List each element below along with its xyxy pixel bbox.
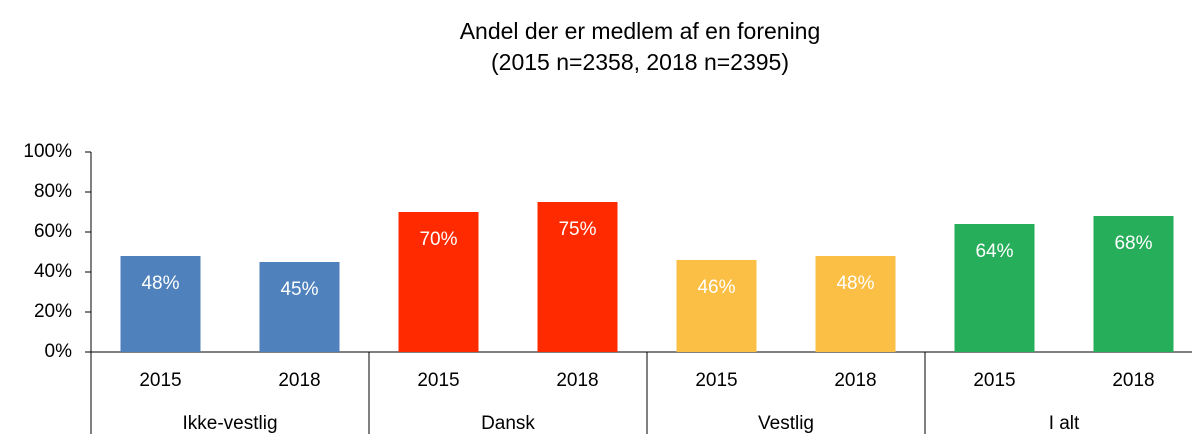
bar	[120, 256, 201, 352]
bar	[676, 260, 757, 352]
group-label: Vestlig	[758, 413, 814, 434]
group-label: I alt	[1049, 413, 1080, 434]
chart-subtitle: (2015 n=2358, 2018 n=2395)	[491, 49, 789, 75]
value-label: 48%	[141, 273, 179, 294]
bar	[1093, 216, 1174, 352]
x-tick-label: 2018	[278, 370, 320, 391]
x-tick-label: 2015	[139, 370, 181, 391]
group-label: Dansk	[481, 413, 535, 434]
bar	[398, 212, 479, 352]
bar	[954, 224, 1035, 352]
value-label: 75%	[558, 219, 596, 240]
x-tick-label: 2015	[973, 370, 1015, 391]
value-label: 45%	[280, 279, 318, 300]
y-tick-label: 20%	[34, 301, 72, 322]
x-tick-label: 2018	[834, 370, 876, 391]
x-tick-label: 2015	[417, 370, 459, 391]
y-tick-label: 100%	[23, 141, 72, 162]
value-label: 48%	[836, 273, 874, 294]
x-tick-label: 2015	[695, 370, 737, 391]
bar	[815, 256, 896, 352]
y-tick-label: 40%	[34, 261, 72, 282]
bar	[537, 202, 618, 352]
value-label: 70%	[419, 229, 457, 250]
y-tick-label: 0%	[45, 341, 73, 362]
value-label: 46%	[697, 277, 735, 298]
value-label: 64%	[975, 241, 1013, 262]
chart-title: Andel der er medlem af en forening	[460, 18, 821, 44]
y-tick-label: 60%	[34, 221, 72, 242]
group-label: Ikke-vestlig	[182, 413, 277, 434]
x-tick-label: 2018	[556, 370, 598, 391]
y-tick-label: 80%	[34, 181, 72, 202]
bar	[259, 262, 340, 352]
value-label: 68%	[1114, 233, 1152, 254]
x-tick-label: 2018	[1112, 370, 1154, 391]
